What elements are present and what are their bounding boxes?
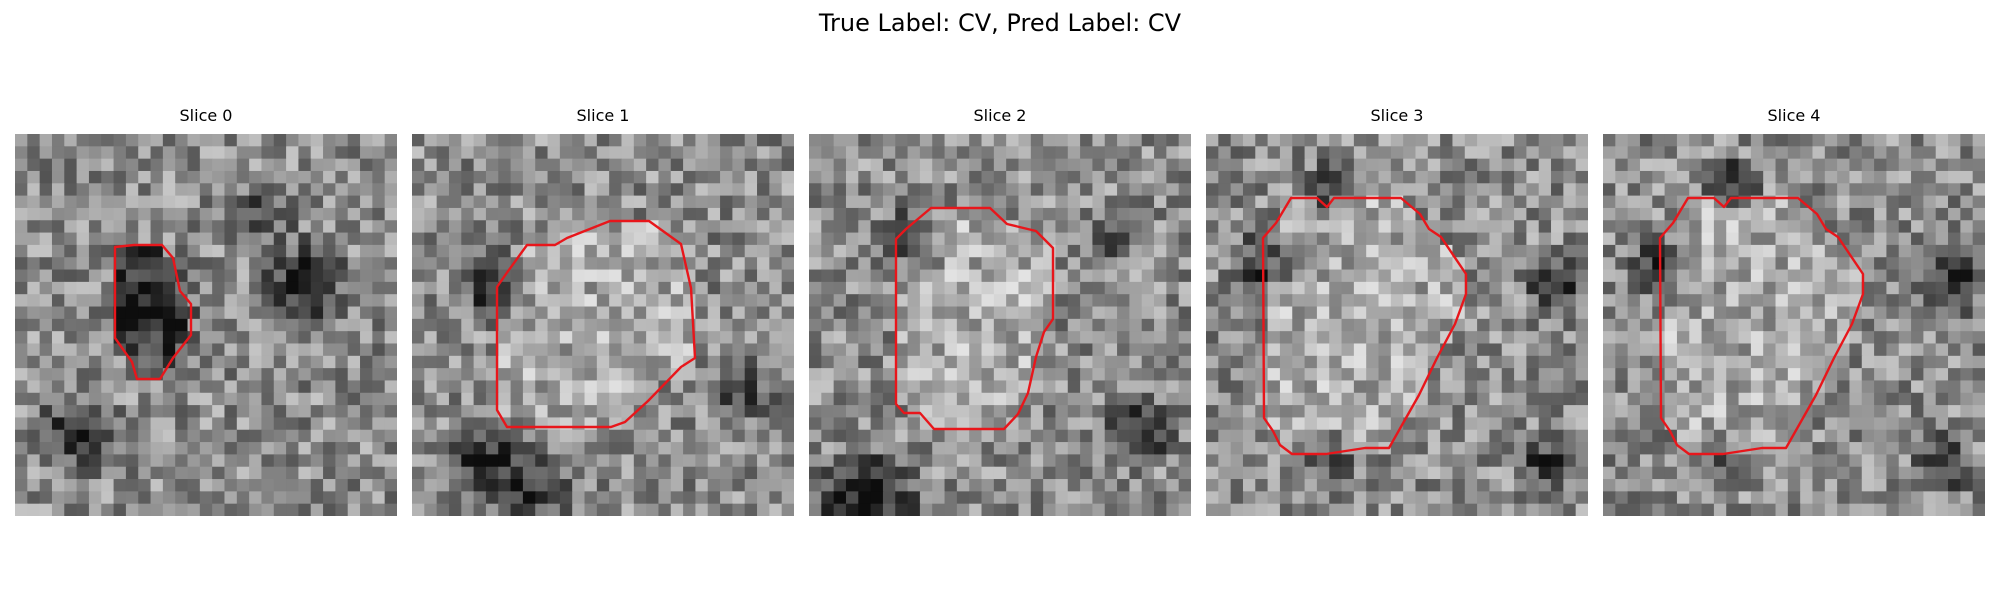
pixel-grid <box>15 134 397 516</box>
slice-title: Slice 0 <box>179 106 233 125</box>
slice-title: Slice 4 <box>1767 106 1821 125</box>
segmentation-contour <box>113 243 193 381</box>
slice-image <box>15 134 397 516</box>
slice-image <box>1603 134 1985 516</box>
segmentation-contour <box>1261 196 1468 456</box>
slice-image <box>412 134 794 516</box>
pixel-grid <box>412 134 794 516</box>
pixel-grid <box>809 134 1191 516</box>
slice-title: Slice 2 <box>973 106 1027 125</box>
pixel-grid <box>1206 134 1588 516</box>
figure-title: True Label: CV, Pred Label: CV <box>818 9 1182 37</box>
segmentation-contour <box>495 219 697 429</box>
slice-image <box>1206 134 1588 516</box>
pixel-grid <box>1603 134 1985 516</box>
slice-image <box>809 134 1191 516</box>
slice-title: Slice 1 <box>576 106 630 125</box>
segmentation-contour <box>894 206 1055 431</box>
slice-title: Slice 3 <box>1370 106 1424 125</box>
segmentation-contour <box>1658 196 1865 456</box>
